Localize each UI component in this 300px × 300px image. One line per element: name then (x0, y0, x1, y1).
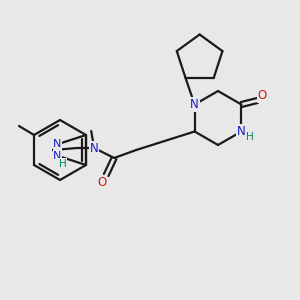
Text: N: N (53, 151, 62, 161)
Text: O: O (98, 176, 107, 188)
Text: N: N (190, 98, 199, 111)
Text: O: O (258, 89, 267, 102)
Text: H: H (58, 159, 66, 169)
Text: N: N (90, 142, 98, 154)
Text: H: H (245, 131, 253, 142)
Text: N: N (237, 125, 246, 138)
Text: N: N (53, 139, 62, 149)
